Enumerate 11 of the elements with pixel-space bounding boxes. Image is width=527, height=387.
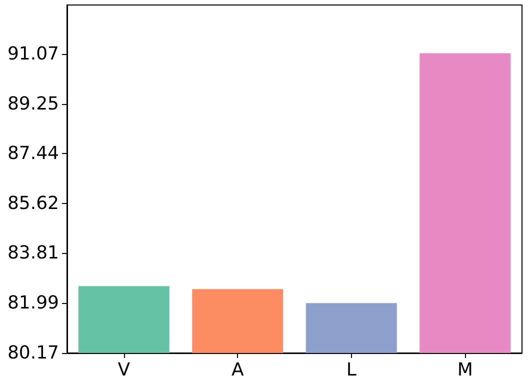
y-tick-label: 80.17 [7, 342, 59, 364]
x-tick-label: L [346, 360, 356, 380]
y-tick-label: 85.62 [7, 193, 59, 214]
y-tick-label: 89.25 [7, 94, 59, 114]
y-tick-label: 81.99 [7, 292, 59, 314]
x-tick-label: A [231, 360, 244, 380]
y-tick-label: 83.81 [7, 242, 59, 264]
y-tick-label: 91.07 [7, 44, 59, 65]
x-tick-label: M [457, 360, 473, 380]
y-tick-label: 87.44 [7, 143, 59, 164]
x-tick-label: V [118, 360, 131, 380]
